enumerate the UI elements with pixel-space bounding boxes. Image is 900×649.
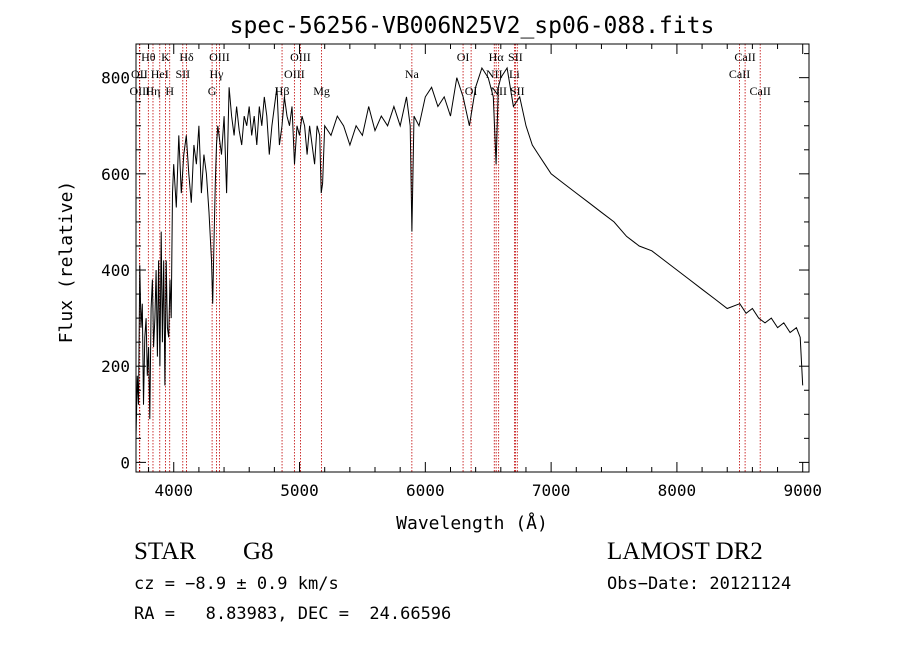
line-label: OII [131,67,148,81]
line-label: CaII [750,84,771,98]
line-label: OIII [209,50,230,64]
y-tick-label: 200 [101,357,130,376]
line-label: Hη [146,84,161,98]
emission-line-markers [138,44,761,472]
line-label: Hγ [210,67,225,81]
chart-title: spec-56256-VB006N25V2_sp06-088.fits [230,13,715,39]
x-tick-label: 4000 [154,481,193,500]
x-tick-label: 7000 [532,481,571,500]
line-label: Hθ [141,50,156,64]
redshift-text: cz = −8.9 ± 0.9 km/s [134,574,339,594]
y-tick-label: 800 [101,69,130,88]
x-tick-label: 6000 [406,481,445,500]
line-label: SII [508,50,523,64]
x-tick-label: 9000 [783,481,822,500]
obs-date-text: Obs−Date: 20121124 [607,574,792,594]
line-label: Mg [313,84,330,98]
spectrum-line [135,66,804,439]
line-label: Li [509,67,520,81]
survey-name: LAMOST DR2 [607,538,763,565]
line-label: Hδ [179,50,194,64]
y-axis-label: Flux (relative) [56,181,77,344]
line-label: CaII [729,67,750,81]
y-tick-label: 600 [101,165,130,184]
line-label: H [165,84,174,98]
x-tick-label: 8000 [658,481,697,500]
x-axis: 4000 5000 6000 7000 8000 9000 [148,44,822,500]
line-label: HeI [151,67,169,81]
object-subclass: G8 [243,538,274,565]
line-label: OIII [129,84,150,98]
line-label: Hβ [275,84,290,98]
y-tick-label: 0 [120,453,130,472]
line-label: SII [175,67,190,81]
line-label: Na [405,67,420,81]
y-axis: 0 200 400 600 800 [101,53,809,472]
line-label: OIII [284,67,305,81]
line-label: OI [457,50,470,64]
coordinates-text: RA = 8.83983, DEC = 24.66596 [134,604,452,624]
line-label: Hα [489,50,505,64]
line-label: SII [510,84,525,98]
plot-frame [135,43,810,473]
line-label: NII [486,67,503,81]
line-label: K [161,50,170,64]
x-axis-label: Wavelength (Å) [396,512,548,534]
line-label: OIII [290,50,311,64]
y-tick-label: 400 [101,261,130,280]
line-label: CaII [734,50,755,64]
x-tick-label: 5000 [280,481,319,500]
line-label: G [208,84,217,98]
object-class: STAR [134,538,196,565]
